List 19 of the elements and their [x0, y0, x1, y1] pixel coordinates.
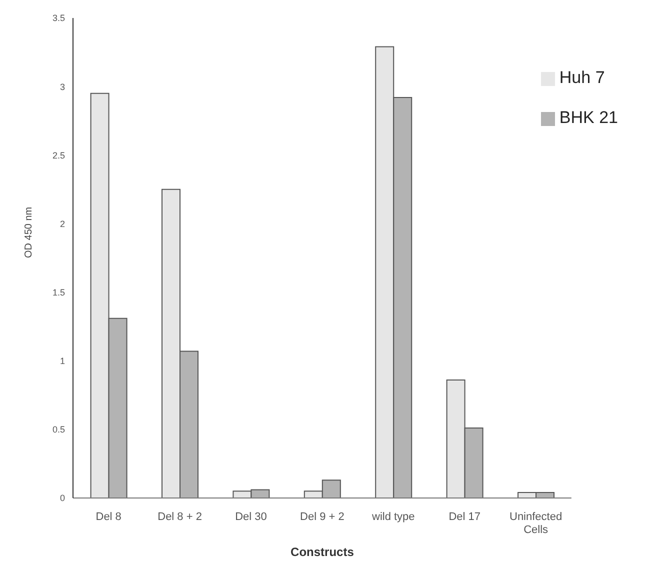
- y-tick-label: 3: [60, 82, 65, 92]
- y-tick-label: 0: [60, 493, 65, 504]
- y-tick-label: 2: [60, 218, 65, 229]
- legend-label: Huh 7: [559, 68, 605, 87]
- y-tick-label: 0.5: [52, 424, 65, 435]
- x-axis-title: Constructs: [290, 545, 354, 559]
- y-tick-label: 1.5: [52, 287, 65, 298]
- x-tick-label: Del 17: [448, 511, 481, 523]
- x-tick-label: Del 8 + 2: [158, 511, 202, 523]
- legend-label: BHK 21: [559, 108, 618, 127]
- y-tick-label: 1: [60, 356, 65, 366]
- x-tick-label: Del 8: [96, 511, 122, 523]
- x-tick-label: wild type: [371, 511, 415, 523]
- y-tick-label: 2.5: [52, 150, 65, 160]
- x-tick-label: Del 30: [235, 511, 267, 523]
- x-tick-label: Uninfected Cells: [510, 511, 562, 536]
- y-tick-label: 3.5: [52, 13, 65, 24]
- y-axis-title: OD 450 nm: [24, 206, 35, 258]
- x-tick-label: Del 9 + 2: [300, 511, 344, 523]
